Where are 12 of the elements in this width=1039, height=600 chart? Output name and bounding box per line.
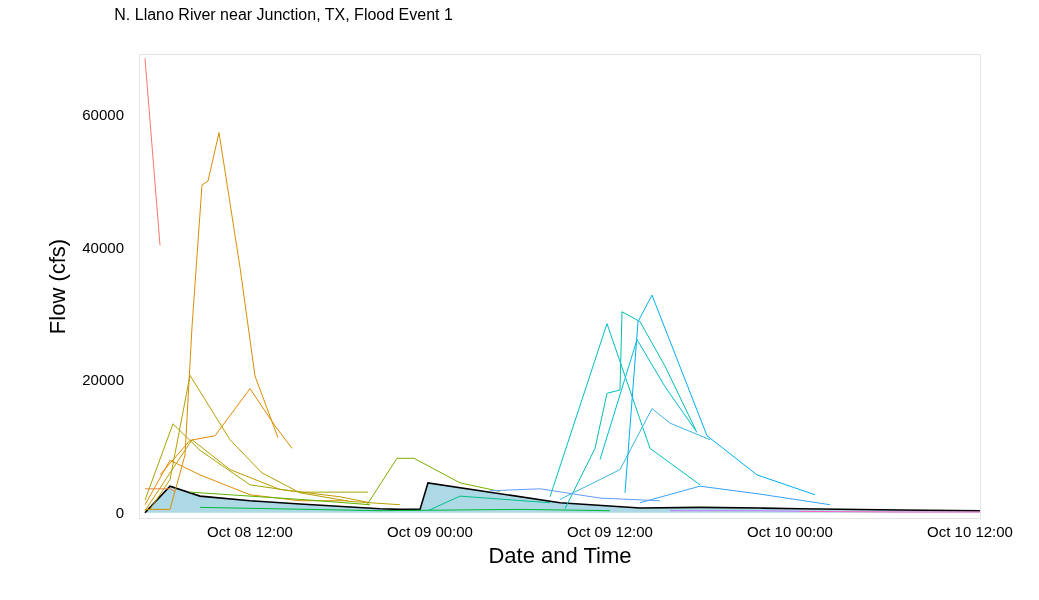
x-tick-label: Oct 10 12:00 [927, 523, 1013, 540]
x-tick-label: Oct 09 12:00 [567, 523, 653, 540]
y-tick-label: 40000 [82, 238, 124, 256]
y-axis-title: Flow (cfs) [45, 238, 71, 335]
y-tick-label: 60000 [82, 105, 124, 123]
x-tick-label: Oct 09 00:00 [387, 523, 473, 540]
chart-title: N. Llano River near Junction, TX, Flood Event 1 [114, 6, 453, 24]
x-tick-label: Oct 08 12:00 [207, 523, 293, 540]
x-tick-label: Oct 10 00:00 [747, 523, 833, 540]
x-axis-title: Date and Time [488, 542, 632, 568]
y-tick-label: 0 [115, 503, 124, 521]
y-tick-label: 20000 [82, 371, 124, 389]
